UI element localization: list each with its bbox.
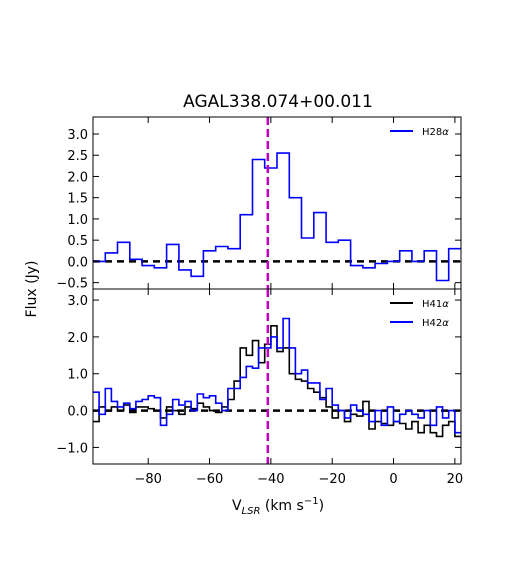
x-axis-title-superscript: −1 bbox=[304, 496, 319, 507]
y-tick-label: 3.0 bbox=[67, 294, 88, 309]
y-tick-label: 3.0 bbox=[67, 128, 88, 143]
y-tick-label: 0.5 bbox=[67, 234, 88, 249]
chart-title: AGAL338.074+00.011 bbox=[183, 92, 373, 112]
y-tick-label: 2.0 bbox=[67, 170, 88, 185]
legend-label-H28α: H28α bbox=[422, 127, 449, 138]
y-tick-label: 2.5 bbox=[67, 149, 88, 164]
x-tick-label: −80 bbox=[134, 472, 161, 487]
y-tick-label: −1.0 bbox=[56, 441, 88, 456]
x-axis-title: VLSR (km s−1) bbox=[232, 496, 324, 517]
x-tick-label: −60 bbox=[196, 472, 223, 487]
x-axis-title-end: ) bbox=[319, 498, 324, 514]
y-tick-label: 1.0 bbox=[67, 213, 88, 228]
y-tick-label: 1.5 bbox=[67, 192, 88, 207]
y-tick-label: 0.0 bbox=[67, 255, 88, 270]
x-axis-title-units: (km s bbox=[260, 498, 303, 514]
y-axis-title: Flux (Jy) bbox=[24, 261, 40, 318]
legend-label-H42α: H42α bbox=[422, 318, 449, 329]
y-tick-label: −0.5 bbox=[56, 277, 88, 292]
x-tick-label: −40 bbox=[257, 472, 284, 487]
y-tick-label: 0.0 bbox=[67, 405, 88, 420]
x-axis-title-v: V bbox=[232, 498, 242, 514]
legend-label-H41α: H41α bbox=[422, 299, 449, 310]
panel-frame bbox=[92, 288, 462, 465]
bottom-panel: −1.0 0.0 1.0 2.0 3.0 −80 −60 −40 −20 0 20 H41α H42α bbox=[56, 288, 464, 487]
x-tick-label: −20 bbox=[318, 472, 345, 487]
y-tick-label: 1.0 bbox=[67, 368, 88, 383]
panel-frame bbox=[92, 116, 462, 290]
x-axis-title-subscript: LSR bbox=[242, 506, 261, 517]
top-panel: −0.5 0.0 0.5 1.0 1.5 2.0 2.5 3.0 H28α bbox=[56, 116, 462, 292]
y-tick-label: 2.0 bbox=[67, 331, 88, 346]
series-H42α-line bbox=[93, 317, 461, 434]
x-tick-label: 0 bbox=[389, 472, 397, 487]
series-H28α-line bbox=[93, 152, 461, 282]
x-tick-label: 20 bbox=[447, 472, 464, 487]
